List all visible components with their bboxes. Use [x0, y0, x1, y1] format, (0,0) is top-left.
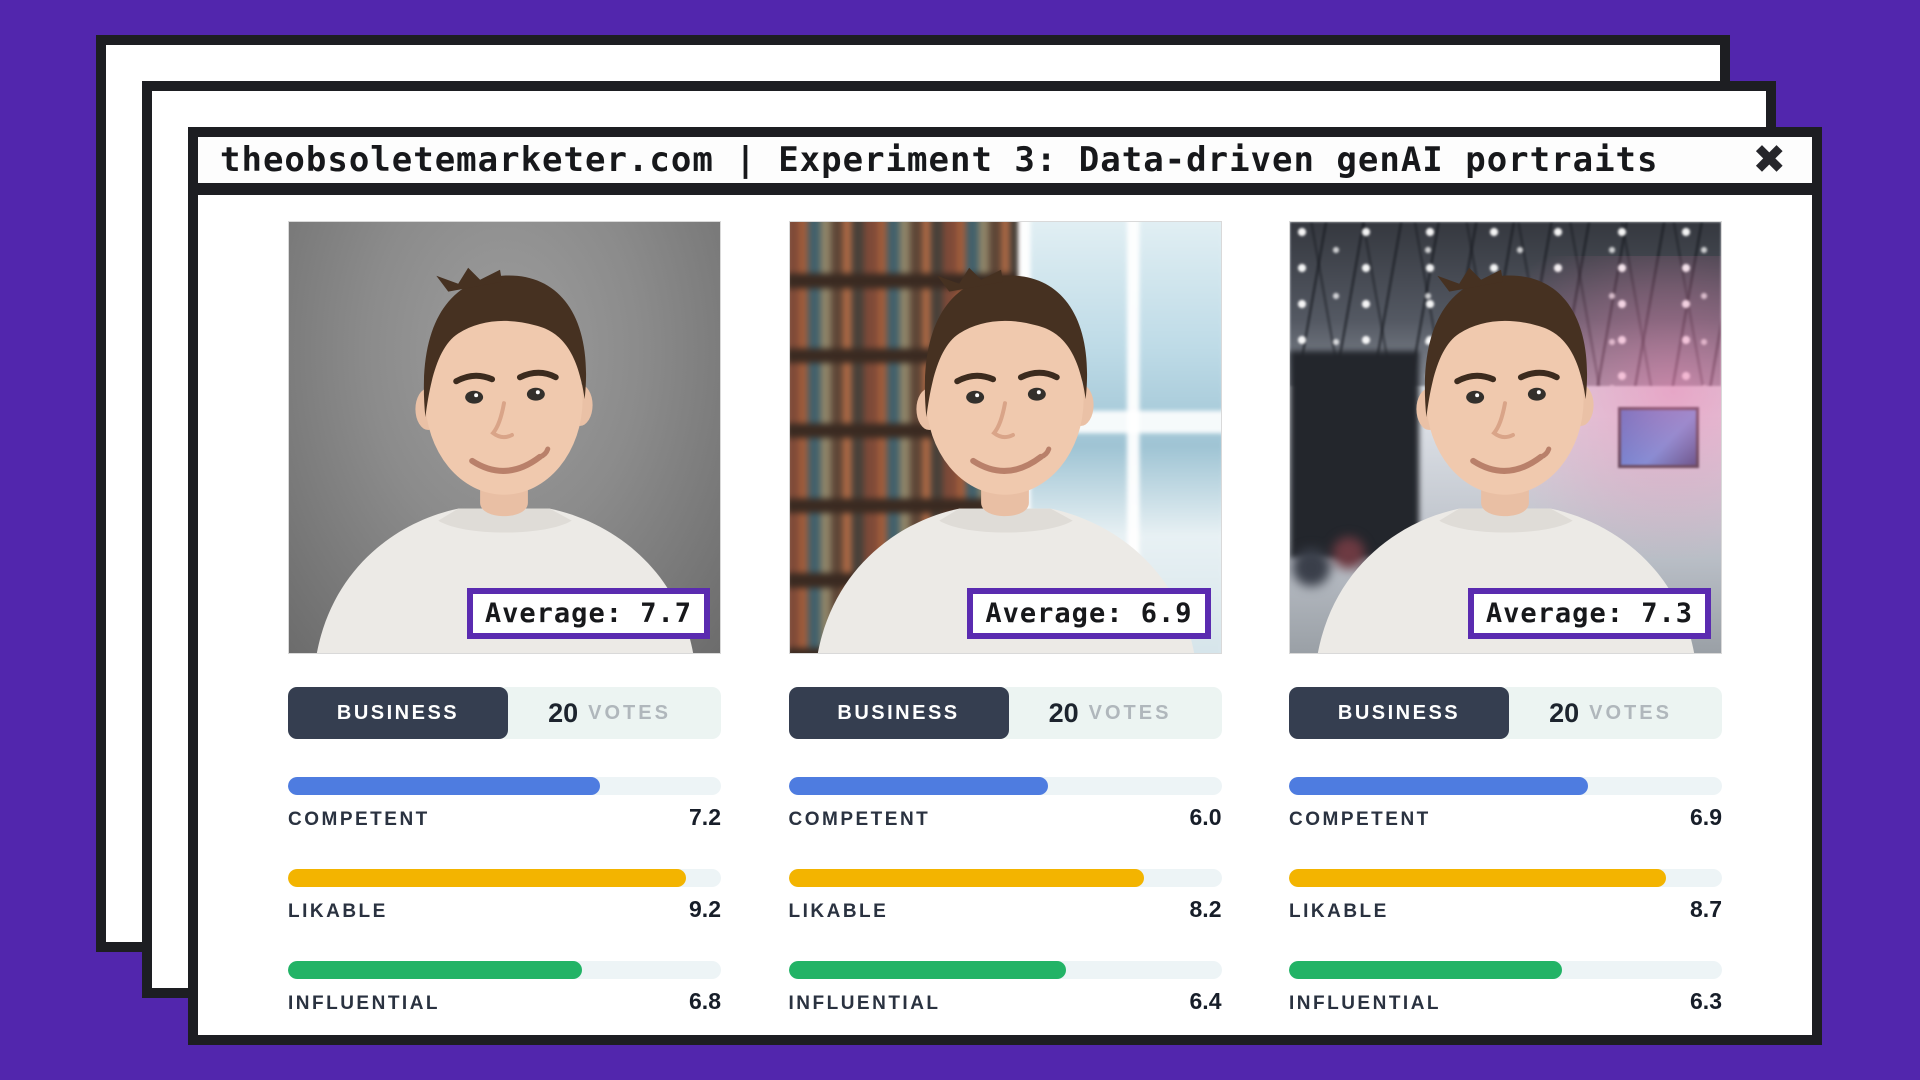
metric-bar-fill	[788, 777, 1049, 795]
business-tab[interactable]: BUSINESS	[1289, 687, 1509, 739]
metric-influential: INFLUENTIAL 6.3	[1289, 961, 1722, 1015]
portrait-photo: Average: 7.7	[288, 221, 721, 654]
browser-window: theobsoletemarketer.com | Experiment 3: …	[188, 127, 1822, 1045]
metric-label: LIKABLE	[288, 901, 388, 922]
average-badge: Average: 7.3	[1467, 588, 1711, 639]
portrait-card: Average: 6.9 BUSINESS 20 VOTES	[788, 221, 1222, 1015]
metric-value: 9.2	[689, 896, 721, 922]
metric-likable: LIKABLE 8.2	[788, 869, 1222, 923]
business-tab[interactable]: BUSINESS	[788, 687, 1009, 739]
metric-influential: INFLUENTIAL 6.4	[788, 961, 1222, 1015]
metric-value: 6.9	[1690, 804, 1722, 830]
tab-row: BUSINESS 20 VOTES	[788, 687, 1222, 739]
metric-bar-fill	[788, 961, 1066, 979]
metric-bar-track	[788, 961, 1222, 979]
metric-bar-fill	[288, 777, 600, 795]
metric-label: INFLUENTIAL	[1289, 993, 1442, 1014]
average-label: Average:	[484, 598, 623, 629]
votes-chip: 20 VOTES	[998, 687, 1222, 739]
metric-label: LIKABLE	[788, 901, 889, 922]
portrait-card: Average: 7.7 BUSINESS 20 VOTES	[288, 221, 721, 1015]
metrics-list: COMPETENT 6.0 LIKABLE 8.2	[788, 777, 1222, 1015]
metric-value: 6.8	[689, 988, 721, 1014]
metric-bar-track	[1289, 961, 1722, 979]
metric-competent: COMPETENT 6.0	[788, 777, 1222, 831]
metric-bar-fill	[1289, 869, 1666, 887]
metric-label: LIKABLE	[1289, 901, 1389, 922]
window-title: theobsoletemarketer.com | Experiment 3: …	[220, 140, 1659, 180]
average-value: 6.9	[1140, 598, 1193, 629]
content-area: Average: 7.7 BUSINESS 20 VOTES	[198, 195, 1812, 1015]
metrics-list: COMPETENT 6.9 LIKABLE 8.7	[1289, 777, 1722, 1015]
metric-value: 7.2	[689, 804, 721, 830]
metric-bar-track	[788, 777, 1222, 795]
votes-label: VOTES	[588, 701, 671, 724]
close-icon[interactable]: ✖	[1752, 137, 1786, 183]
metric-value: 6.0	[1189, 804, 1222, 830]
votes-chip: 20 VOTES	[498, 687, 721, 739]
business-tab[interactable]: BUSINESS	[288, 687, 508, 739]
portrait-photo: Average: 7.3	[1289, 221, 1722, 654]
metric-competent: COMPETENT 6.9	[1289, 777, 1722, 831]
metric-label: COMPETENT	[788, 809, 931, 830]
metric-value: 8.2	[1189, 896, 1222, 922]
metric-likable: LIKABLE 9.2	[288, 869, 721, 923]
average-badge: Average: 6.9	[967, 588, 1211, 639]
metric-label: COMPETENT	[1289, 809, 1431, 830]
votes-chip: 20 VOTES	[1499, 687, 1722, 739]
metric-bar-fill	[288, 869, 687, 887]
votes-count: 20	[548, 697, 579, 728]
metric-label: COMPETENT	[288, 809, 430, 830]
metric-bar-track	[1289, 777, 1722, 795]
metric-label: INFLUENTIAL	[788, 993, 941, 1014]
metric-bar-track	[288, 869, 721, 887]
metric-label: INFLUENTIAL	[288, 993, 441, 1014]
portrait-photo: Average: 6.9	[788, 221, 1222, 654]
metrics-list: COMPETENT 7.2 LIKABLE 9.2	[288, 777, 721, 1015]
metric-bar-fill	[788, 869, 1144, 887]
metric-bar-track	[788, 869, 1222, 887]
metric-bar-fill	[1289, 961, 1562, 979]
tab-row: BUSINESS 20 VOTES	[1289, 687, 1722, 739]
metric-bar-track	[288, 961, 721, 979]
votes-label: VOTES	[1088, 701, 1172, 724]
metric-bar-fill	[1289, 777, 1588, 795]
average-value: 7.3	[1641, 598, 1693, 629]
votes-label: VOTES	[1589, 701, 1672, 724]
votes-count: 20	[1048, 697, 1079, 728]
average-badge: Average: 7.7	[466, 588, 710, 639]
metric-value: 6.3	[1690, 988, 1722, 1014]
window-titlebar: theobsoletemarketer.com | Experiment 3: …	[198, 137, 1812, 195]
metric-value: 8.7	[1690, 896, 1722, 922]
portrait-card: Average: 7.3 BUSINESS 20 VOTES	[1289, 221, 1722, 1015]
average-label: Average:	[1485, 598, 1624, 629]
average-value: 7.7	[640, 598, 692, 629]
tab-row: BUSINESS 20 VOTES	[288, 687, 721, 739]
metric-bar-track	[1289, 869, 1722, 887]
metric-influential: INFLUENTIAL 6.8	[288, 961, 721, 1015]
metric-value: 6.4	[1189, 988, 1222, 1014]
metric-bar-track	[288, 777, 721, 795]
metric-competent: COMPETENT 7.2	[288, 777, 721, 831]
metric-likable: LIKABLE 8.7	[1289, 869, 1722, 923]
metric-bar-fill	[288, 961, 583, 979]
average-label: Average:	[985, 598, 1124, 629]
votes-count: 20	[1549, 697, 1580, 728]
